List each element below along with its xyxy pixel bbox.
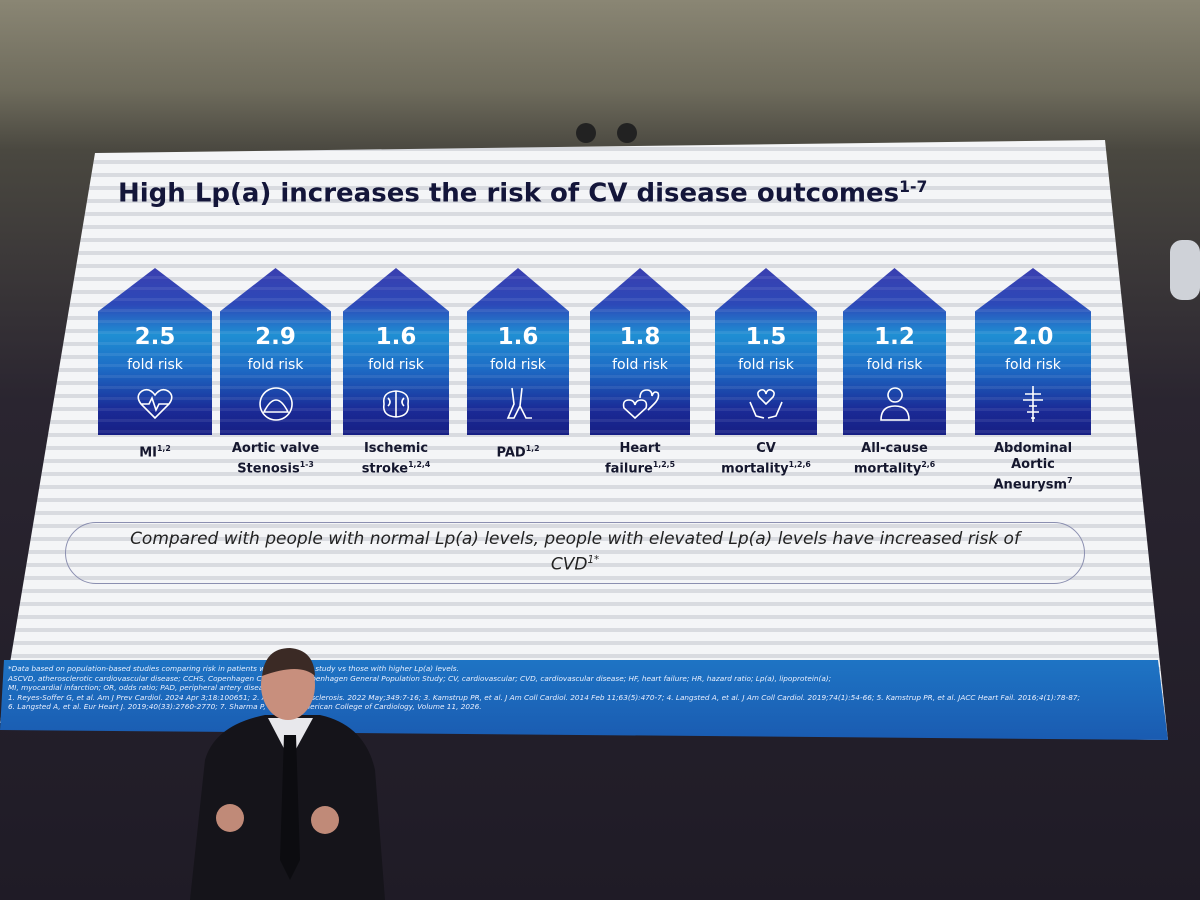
slide-title: High Lp(a) increases the risk of CV dise… [118, 178, 927, 209]
label-line: Abdominal [955, 441, 1111, 457]
label-sup: 7 [1067, 476, 1073, 485]
icon-path [258, 387, 293, 421]
fold-value: 1.6 [497, 324, 539, 350]
label-line: Heart [570, 441, 710, 457]
fold-unit: fold risk [866, 357, 923, 373]
label-line: mortality1,2,6 [695, 457, 837, 477]
fold-value: 1.2 [874, 324, 915, 350]
outcome-icon [1023, 386, 1043, 422]
ceiling-camera [576, 123, 596, 143]
fold-value: 2.0 [1012, 324, 1054, 350]
icon-path [506, 387, 532, 419]
fold-unit: fold risk [247, 357, 304, 373]
label-text: All-cause [861, 441, 928, 456]
outcome-label: Abdominal Aortic Aneurysm7 [955, 441, 1111, 493]
fold-unit: fold risk [738, 357, 794, 373]
icon-path [137, 388, 173, 420]
outcome-label: MI1,2 [78, 441, 232, 461]
fold-value: 2.5 [134, 324, 176, 350]
label-line: Stenosis1-3 [200, 457, 351, 477]
label-line: Ischemic [323, 441, 469, 457]
footnote-line: *Data based on population-based studies … [8, 664, 459, 673]
label-text: mortality [853, 461, 922, 477]
label-text: MI [139, 445, 157, 461]
label-text: CV [756, 441, 776, 456]
label-line: Aortic valve [200, 441, 351, 457]
label-sup: 2,6 [921, 460, 936, 469]
footnote-line: 1. Reyes-Soffer G, et al. Am J Prev Card… [8, 692, 1080, 702]
icon-path [622, 389, 660, 420]
label-text: Abdominal [993, 441, 1073, 456]
fold-unit: fold risk [127, 357, 183, 373]
label-line: Aortic [955, 457, 1111, 473]
icon-path [382, 390, 410, 418]
label-line: CV [695, 441, 837, 457]
label-sup: 1,2 [156, 444, 171, 453]
fold-value: 1.8 [619, 324, 661, 350]
label-line: failure1,2,5 [570, 457, 710, 477]
label-text: PAD [496, 445, 526, 461]
label-line: Aneurysm7 [955, 473, 1111, 493]
outcome-icon [382, 390, 410, 418]
outcome-label: All-cause mortality2,6 [823, 441, 966, 477]
label-line: MI1,2 [78, 441, 232, 461]
label-line: stroke1,2,4 [323, 457, 469, 477]
label-text: mortality [721, 461, 789, 477]
fold-unit: fold risk [612, 357, 668, 373]
outcome-label: Ischemic stroke1,2,4 [323, 441, 469, 477]
fold-unit: fold risk [368, 357, 424, 373]
label-text: Stenosis [237, 461, 300, 477]
footnote-line: MI, myocardial infarction; OR, odds rati… [8, 683, 274, 692]
outcome-label: CV mortality1,2,6 [695, 441, 837, 477]
label-text: Aortic [1011, 457, 1055, 472]
outcome-icon [506, 387, 532, 419]
fold-value: 2.9 [255, 324, 296, 350]
label-text: Aneurysm [993, 477, 1068, 493]
title-sup: 1-7 [899, 178, 928, 196]
label-text: Ischemic [363, 441, 429, 456]
footnotes: *Data based on population-based studies … [0, 660, 1168, 740]
outcome-icon [137, 388, 173, 420]
label-sup: 1-3 [299, 460, 314, 469]
label-line: All-cause [823, 441, 966, 457]
outcome-icon [622, 389, 660, 420]
outcome-label: PAD1,2 [447, 441, 589, 461]
label-text: Aortic valve [231, 441, 320, 456]
label-sup: 1,2,4 [408, 460, 431, 469]
fold-value: 1.6 [375, 324, 417, 350]
label-text: stroke [361, 461, 409, 477]
icon-path [879, 387, 910, 421]
side-sign [1170, 240, 1200, 300]
callout-text: Compared with people with normal Lp(a) l… [130, 529, 1020, 575]
callout-sup: 1* [587, 555, 600, 566]
outcome-icon [879, 387, 910, 421]
label-sup: 1,2,5 [652, 460, 676, 469]
outcome-label: Aortic valve Stenosis1-3 [200, 441, 351, 477]
label-text: Heart [619, 441, 661, 456]
outcome-icon [258, 387, 293, 421]
icon-path [749, 389, 783, 419]
fold-unit: fold risk [1005, 357, 1061, 373]
slide-screen [0, 140, 1168, 740]
label-line: PAD1,2 [447, 441, 589, 461]
label-sup: 1,2,6 [788, 460, 811, 469]
label-sup: 1,2 [525, 444, 540, 453]
icon-path [1023, 386, 1043, 422]
label-text: failure [604, 461, 653, 477]
ceiling-camera [617, 123, 637, 143]
fold-unit: fold risk [490, 357, 546, 373]
title-text: High Lp(a) increases the risk of CV dise… [118, 178, 900, 209]
outcome-icon [749, 389, 783, 419]
callout: Compared with people with normal Lp(a) l… [65, 522, 1085, 584]
footnote-line: 6. Langsted A, et al. Eur Heart J. 2019;… [8, 702, 482, 711]
footnote-line: ASCVD, atherosclerotic cardiovascular di… [8, 673, 832, 683]
label-line: mortality2,6 [823, 457, 966, 477]
outcome-label: Heart failure1,2,5 [570, 441, 710, 477]
fold-value: 1.5 [745, 324, 787, 350]
